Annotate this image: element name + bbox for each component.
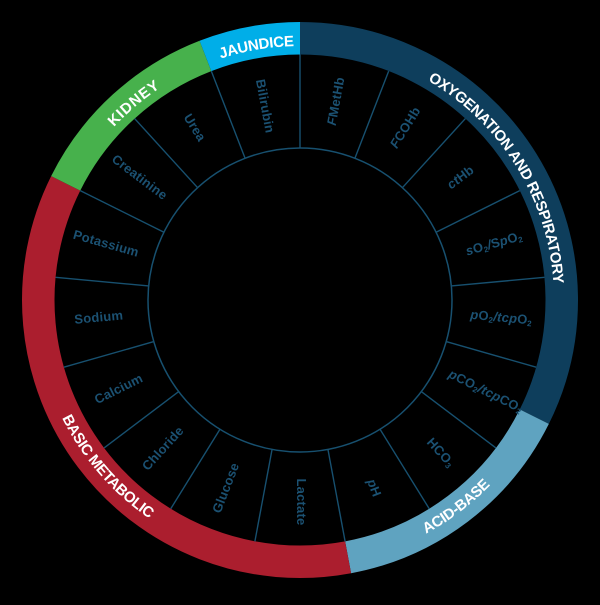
svg-text:pO2/tcpO2: pO2/tcpO2: [469, 307, 534, 328]
svg-text:sO2/SpO2: sO2/SpO2: [464, 228, 525, 259]
svg-text:FMetHb: FMetHb: [324, 76, 348, 127]
svg-text:Sodium: Sodium: [74, 308, 124, 327]
svg-text:Lactate: Lactate: [294, 479, 309, 526]
